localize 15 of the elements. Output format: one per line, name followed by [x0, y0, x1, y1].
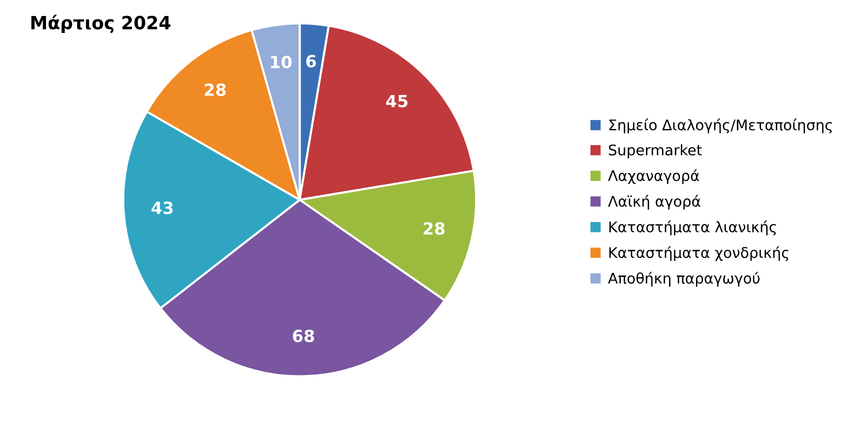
legend-label: Αποθήκη παραγωγού — [608, 272, 760, 287]
data-label: 10 — [271, 56, 292, 68]
legend-label: Καταστήματα χονδρικής — [609, 246, 788, 261]
legend-label: Λαϊκή αγορά — [608, 194, 700, 210]
legend-label: Καταστήματα λιανικής — [609, 220, 776, 236]
data-label: 28 — [204, 83, 226, 96]
data-label: 28 — [424, 222, 445, 235]
data-label: 68 — [292, 330, 314, 342]
legend-label: Supermarket — [608, 144, 702, 158]
data-label: 45 — [386, 94, 408, 108]
data-label: 43 — [152, 202, 173, 214]
legend-label: Σημείο Διαλογής/Μεταποίησης — [609, 118, 832, 134]
legend-label: Λαχαναγορά — [608, 169, 700, 184]
data-label: 6 — [306, 54, 316, 68]
chart-title: Μάρτιος 2024 — [31, 14, 170, 33]
